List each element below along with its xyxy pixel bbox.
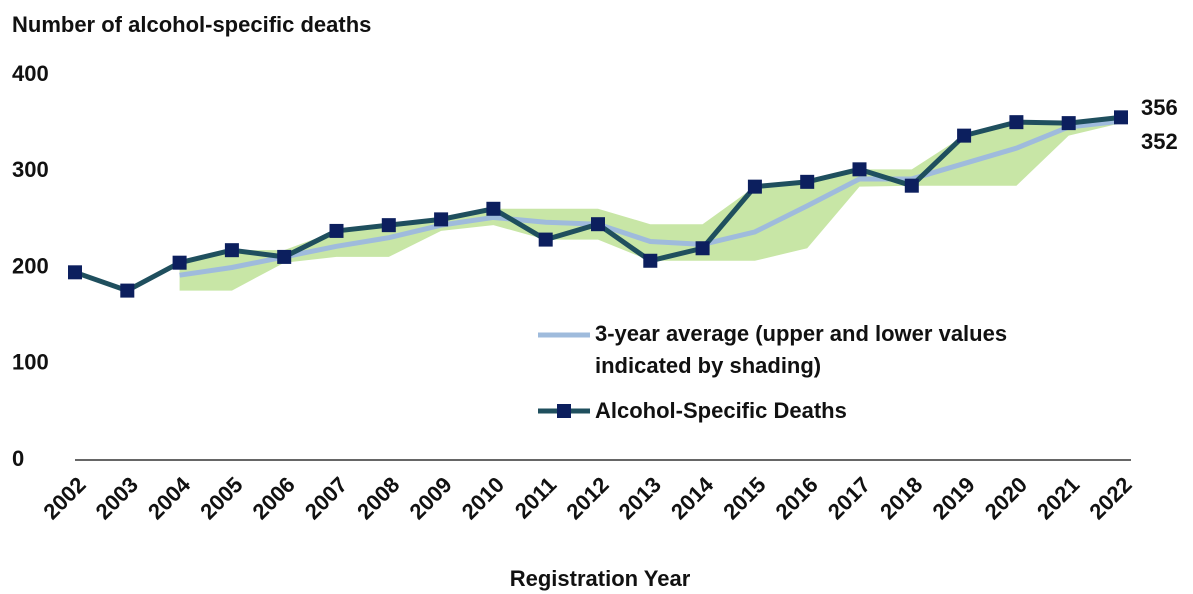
x-tick-label: 2006 xyxy=(248,472,300,524)
legend-label: Alcohol-Specific Deaths xyxy=(595,398,847,423)
legend-label: 3-year average (upper and lower values i… xyxy=(595,321,1008,378)
marker xyxy=(1061,116,1076,131)
x-tick-label: 2019 xyxy=(927,472,979,524)
marker xyxy=(957,128,972,143)
data-label: 352 xyxy=(1141,129,1178,154)
y-tick-label: 400 xyxy=(12,61,49,86)
y-tick-label: 0 xyxy=(12,446,24,471)
x-tick-label: 2004 xyxy=(143,471,196,524)
x-tick-label: 2014 xyxy=(666,471,719,524)
series-line xyxy=(179,118,1122,278)
x-tick-label: 2010 xyxy=(457,472,509,524)
x-tick-label: 2017 xyxy=(823,472,875,524)
marker xyxy=(381,218,396,233)
marker xyxy=(434,212,449,227)
x-tick-label: 2011 xyxy=(510,472,561,523)
marker xyxy=(591,217,605,232)
x-tick-label: 2012 xyxy=(561,472,613,524)
marker xyxy=(747,179,762,194)
marker xyxy=(695,241,710,256)
marker xyxy=(486,201,501,216)
x-tick-label: 2015 xyxy=(718,472,770,524)
x-tick-label: 2005 xyxy=(195,472,247,524)
x-tick-label: 2007 xyxy=(300,472,352,524)
y-tick-label: 100 xyxy=(12,350,49,375)
marker xyxy=(329,223,344,238)
x-tick-label: 2016 xyxy=(771,472,823,524)
y-tick-label: 300 xyxy=(12,157,49,182)
marker xyxy=(120,283,135,298)
legend-swatch xyxy=(557,404,571,418)
chart-title: Number of alcohol-specific deaths xyxy=(12,12,371,37)
x-tick-label: 2021 xyxy=(1032,472,1084,524)
marker xyxy=(643,253,658,268)
marker xyxy=(904,178,919,193)
marker xyxy=(68,265,82,280)
x-tick-label: 2013 xyxy=(614,472,666,524)
x-tick-label: 2009 xyxy=(404,472,456,524)
x-tick-label: 2002 xyxy=(38,472,90,524)
marker xyxy=(852,162,867,177)
data-label: 356 xyxy=(1141,95,1178,120)
marker xyxy=(172,255,187,270)
x-tick-label: 2020 xyxy=(980,472,1032,524)
x-tick-label: 2022 xyxy=(1084,472,1136,524)
y-tick-label: 200 xyxy=(12,253,49,278)
x-tick-label: 2008 xyxy=(352,472,404,524)
x-tick-label: 2003 xyxy=(91,472,143,524)
marker xyxy=(224,243,239,258)
marker xyxy=(1114,110,1128,125)
marker xyxy=(800,174,815,189)
x-tick-label: 2018 xyxy=(875,472,927,524)
marker xyxy=(277,249,292,264)
x-axis-title: Registration Year xyxy=(510,566,691,591)
marker xyxy=(1009,115,1024,130)
marker xyxy=(538,232,553,247)
